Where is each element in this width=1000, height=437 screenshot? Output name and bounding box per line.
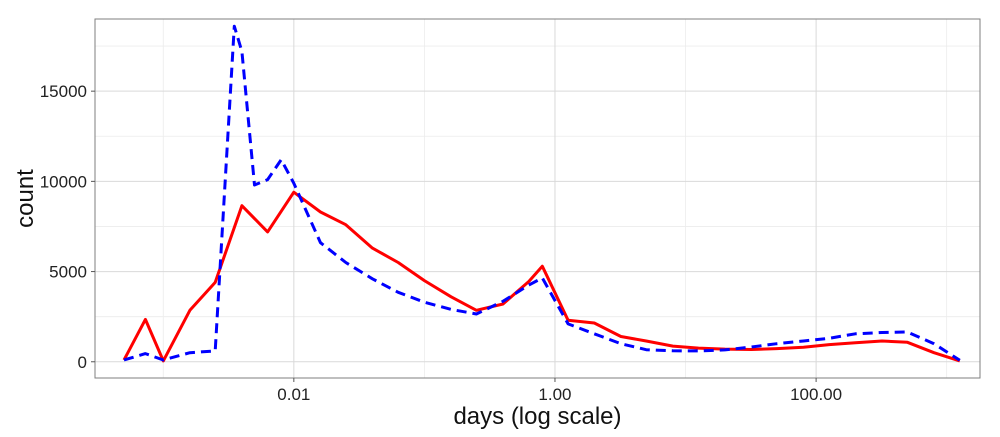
x-axis-title: days (log scale)	[453, 403, 621, 430]
series-line-2	[123, 24, 961, 362]
y-tick-label: 15000	[40, 82, 87, 101]
series-line-1	[122, 190, 961, 363]
plot-border	[94, 18, 981, 379]
x-tick-label: 100.00	[790, 385, 842, 404]
series-group	[122, 24, 961, 363]
x-tick-label: 1.00	[538, 385, 571, 404]
y-tick-label: 0	[78, 353, 87, 372]
axis-labels: 0.01 1.00 100.00 0 5000 10000 15000	[40, 82, 842, 404]
x-tick-label: 0.01	[277, 385, 310, 404]
y-tick-label: 10000	[40, 172, 87, 191]
y-axis-title: count	[12, 169, 39, 228]
y-tick-label: 5000	[49, 263, 87, 282]
grid-lines	[95, 19, 980, 378]
